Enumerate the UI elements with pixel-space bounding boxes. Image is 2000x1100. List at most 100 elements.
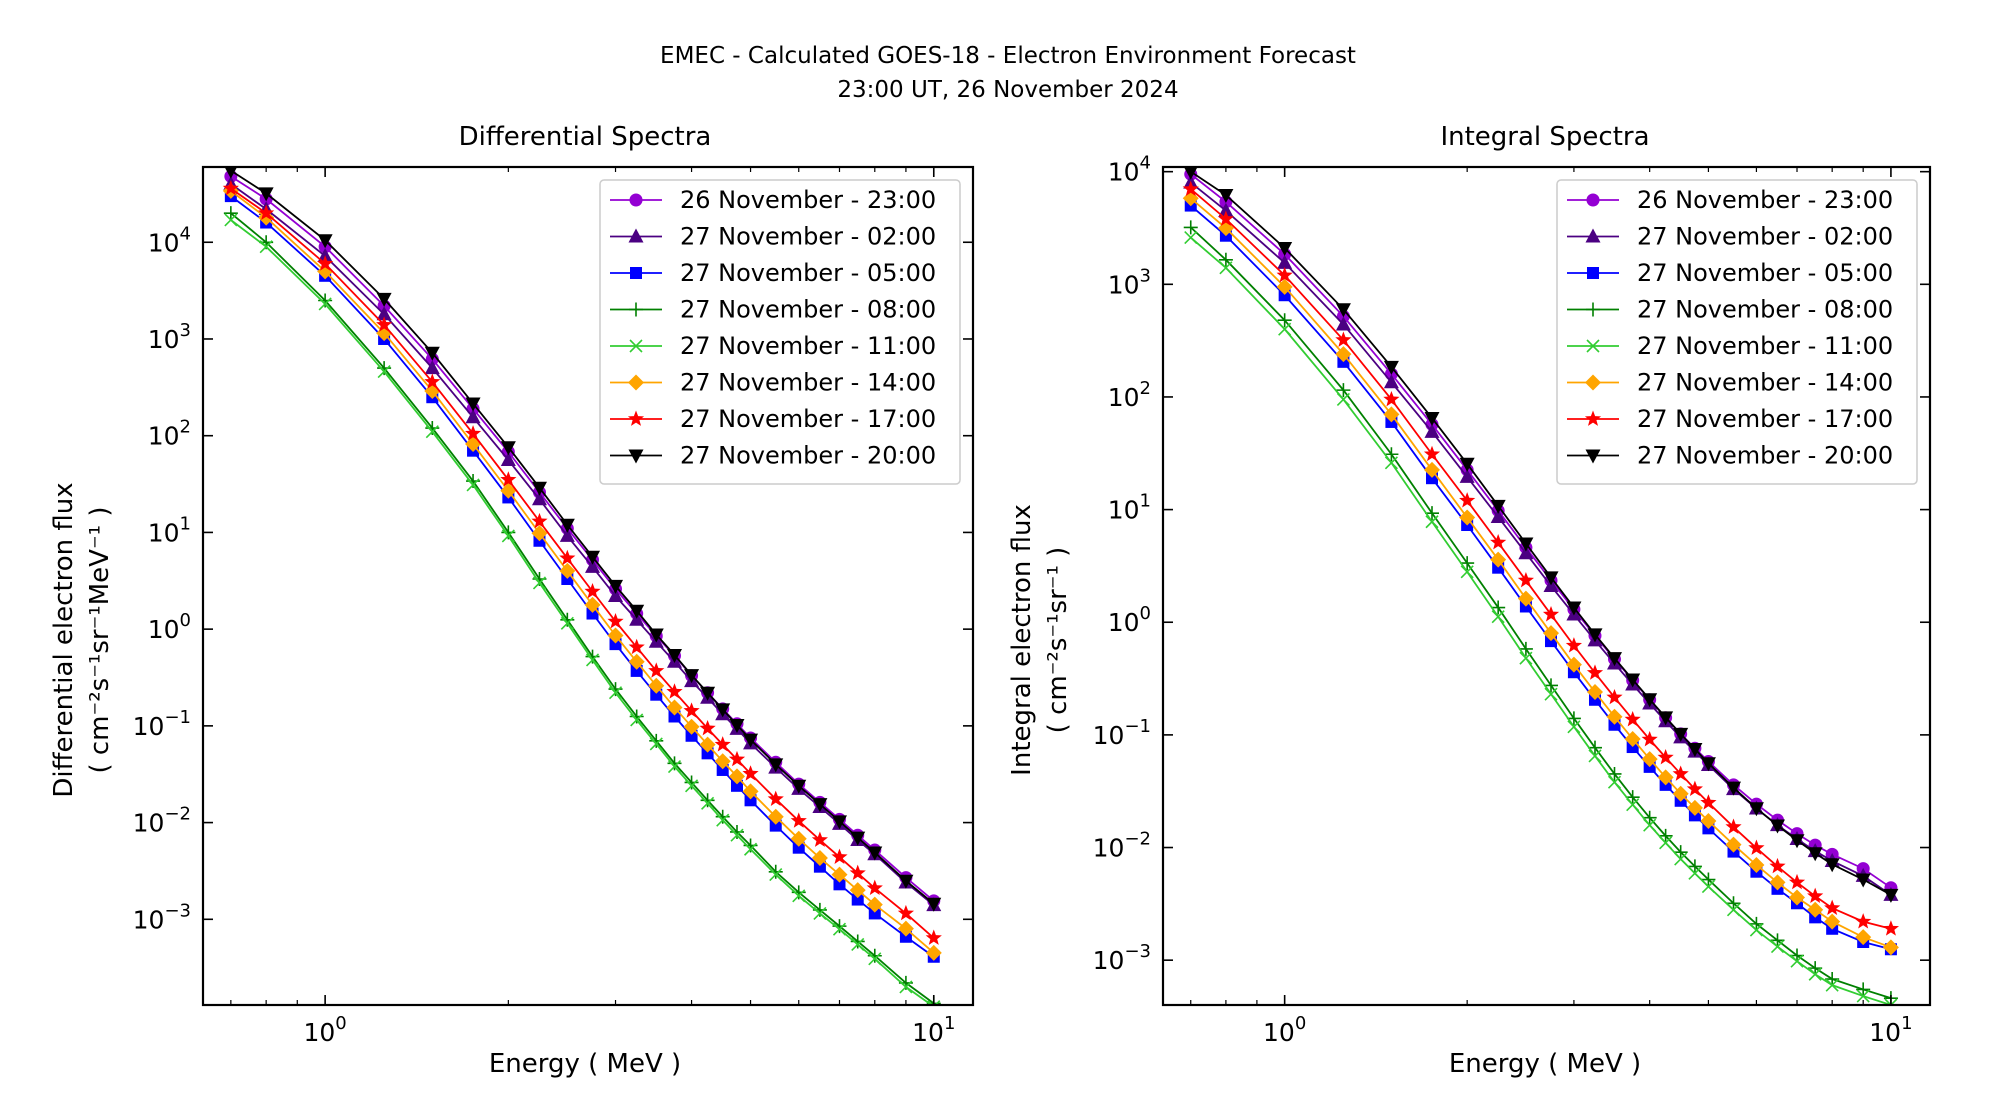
differential-data-point	[812, 798, 828, 813]
integral-data-point	[1335, 331, 1352, 347]
integral-data-point	[1383, 390, 1400, 407]
differential-x-tick-label: 100	[303, 1013, 346, 1047]
differential-data-point	[607, 627, 624, 644]
integral-y-tick-label: 101	[1108, 491, 1151, 525]
integral-plot-area: 100 101 10−3 10−2 10−1 100 101 102 103 104 26 Nove…	[1093, 153, 1932, 1047]
integral-legend-marker	[1586, 339, 1600, 353]
differential-data-point	[790, 830, 807, 847]
differential-data-point	[532, 576, 547, 590]
integral-data-point	[1588, 749, 1602, 763]
integral-data-point	[1700, 757, 1716, 772]
integral-legend-label: 27 November - 20:00	[1637, 442, 1893, 470]
integral-legend-box	[1556, 179, 1918, 485]
differential-legend-marker	[629, 193, 643, 207]
integral-data-point	[1701, 872, 1716, 887]
integral-axes-frame	[1161, 165, 1932, 1007]
differential-series-group	[222, 167, 942, 1005]
integral-data-point	[1643, 818, 1657, 832]
integral-data-point	[1184, 230, 1198, 245]
differential-data-point	[742, 765, 759, 781]
figure-title-line-2: 23:00 UT, 26 November 2024	[837, 77, 1178, 103]
integral-data-point	[1218, 189, 1234, 204]
differential-data-point	[701, 747, 714, 760]
differential-legend-item: 27 November - 02:00	[610, 223, 936, 251]
integral-data-point	[1855, 873, 1871, 888]
integral-legend-label: 27 November - 14:00	[1637, 369, 1893, 397]
integral-data-point	[1544, 687, 1558, 701]
integral-data-point	[1218, 252, 1233, 267]
differential-data-point	[868, 952, 882, 966]
integral-y-tick-label: 10−1	[1093, 716, 1151, 750]
differential-legend-item: 27 November - 17:00	[610, 405, 936, 433]
differential-y-tick-label: 100	[148, 610, 191, 644]
differential-ticks	[203, 167, 973, 1005]
differential-data-point	[769, 819, 782, 832]
differential-data-point	[742, 783, 759, 800]
differential-legend-box	[599, 179, 961, 485]
integral-data-point	[1278, 322, 1292, 336]
integral-y-tick-label: 100	[1108, 603, 1151, 637]
integral-chart-title: Integral Spectra	[1440, 122, 1649, 152]
integral-data-point	[1673, 845, 1688, 860]
integral-data-point	[1383, 374, 1399, 389]
integral-data-point	[1335, 346, 1352, 363]
differential-legend-item: 27 November - 05:00	[610, 259, 936, 287]
differential-data-point	[531, 481, 547, 496]
integral-data-point	[1770, 940, 1785, 954]
differential-data-point	[813, 860, 826, 873]
differential-spectra-panel: Differential Spectra Energy ( MeV ) Diff…	[49, 122, 975, 1079]
integral-data-point	[1726, 903, 1741, 917]
differential-data-point	[897, 920, 914, 937]
differential-data-point	[792, 841, 805, 854]
integral-data-point	[1855, 929, 1872, 946]
differential-data-point	[559, 518, 575, 533]
integral-data-point	[1659, 836, 1673, 850]
differential-y-tick-label: 101	[148, 513, 191, 547]
integral-legend-item: 27 November - 02:00	[1567, 223, 1893, 251]
differential-data-point	[767, 790, 784, 806]
differential-data-point	[744, 794, 757, 807]
differential-data-point	[714, 736, 731, 752]
integral-data-point	[1518, 545, 1534, 560]
differential-data-point	[866, 879, 883, 896]
differential-legend-label: 27 November - 11:00	[680, 332, 936, 360]
differential-data-point	[867, 846, 883, 861]
integral-data-point	[1824, 899, 1841, 915]
differential-data-point	[500, 452, 516, 467]
integral-data-point	[1517, 590, 1534, 607]
differential-data-point	[376, 306, 392, 321]
differential-data-point	[666, 683, 683, 699]
differential-data-point	[851, 893, 864, 906]
integral-data-point	[1672, 765, 1689, 781]
integral-data-point	[1807, 847, 1823, 862]
integral-data-point	[1625, 790, 1640, 805]
differential-data-point	[258, 204, 275, 221]
differential-data-point	[609, 638, 622, 651]
differential-data-point	[559, 562, 576, 579]
differential-data-point	[223, 206, 238, 221]
differential-legend-item: 27 November - 08:00	[610, 296, 936, 324]
integral-ticks	[1163, 167, 1930, 1005]
differential-data-point	[927, 1000, 941, 1005]
differential-data-point	[649, 733, 664, 748]
integral-data-point	[1725, 836, 1742, 853]
differential-legend-item: 27 November - 20:00	[610, 442, 936, 470]
differential-data-point	[667, 649, 683, 664]
integral-data-point	[1566, 601, 1582, 616]
differential-data-point	[849, 882, 866, 899]
integral-data-point	[1336, 383, 1351, 398]
integral-data-point	[1276, 266, 1293, 283]
integral-data-point	[1278, 289, 1291, 302]
differential-data-point	[811, 831, 828, 847]
differential-data-point	[768, 864, 783, 879]
integral-legend-label: 27 November - 17:00	[1637, 405, 1893, 433]
integral-legend-item: 27 November - 11:00	[1567, 332, 1893, 360]
differential-legend-marker	[628, 449, 644, 464]
integral-legend-marker	[1585, 374, 1601, 391]
differential-data-point	[667, 756, 682, 771]
integral-data-point	[1824, 858, 1840, 873]
integral-legend-marker	[1586, 302, 1600, 317]
integral-data-point	[1789, 834, 1805, 849]
integral-data-point	[1459, 468, 1475, 483]
differential-data-point	[648, 662, 665, 678]
